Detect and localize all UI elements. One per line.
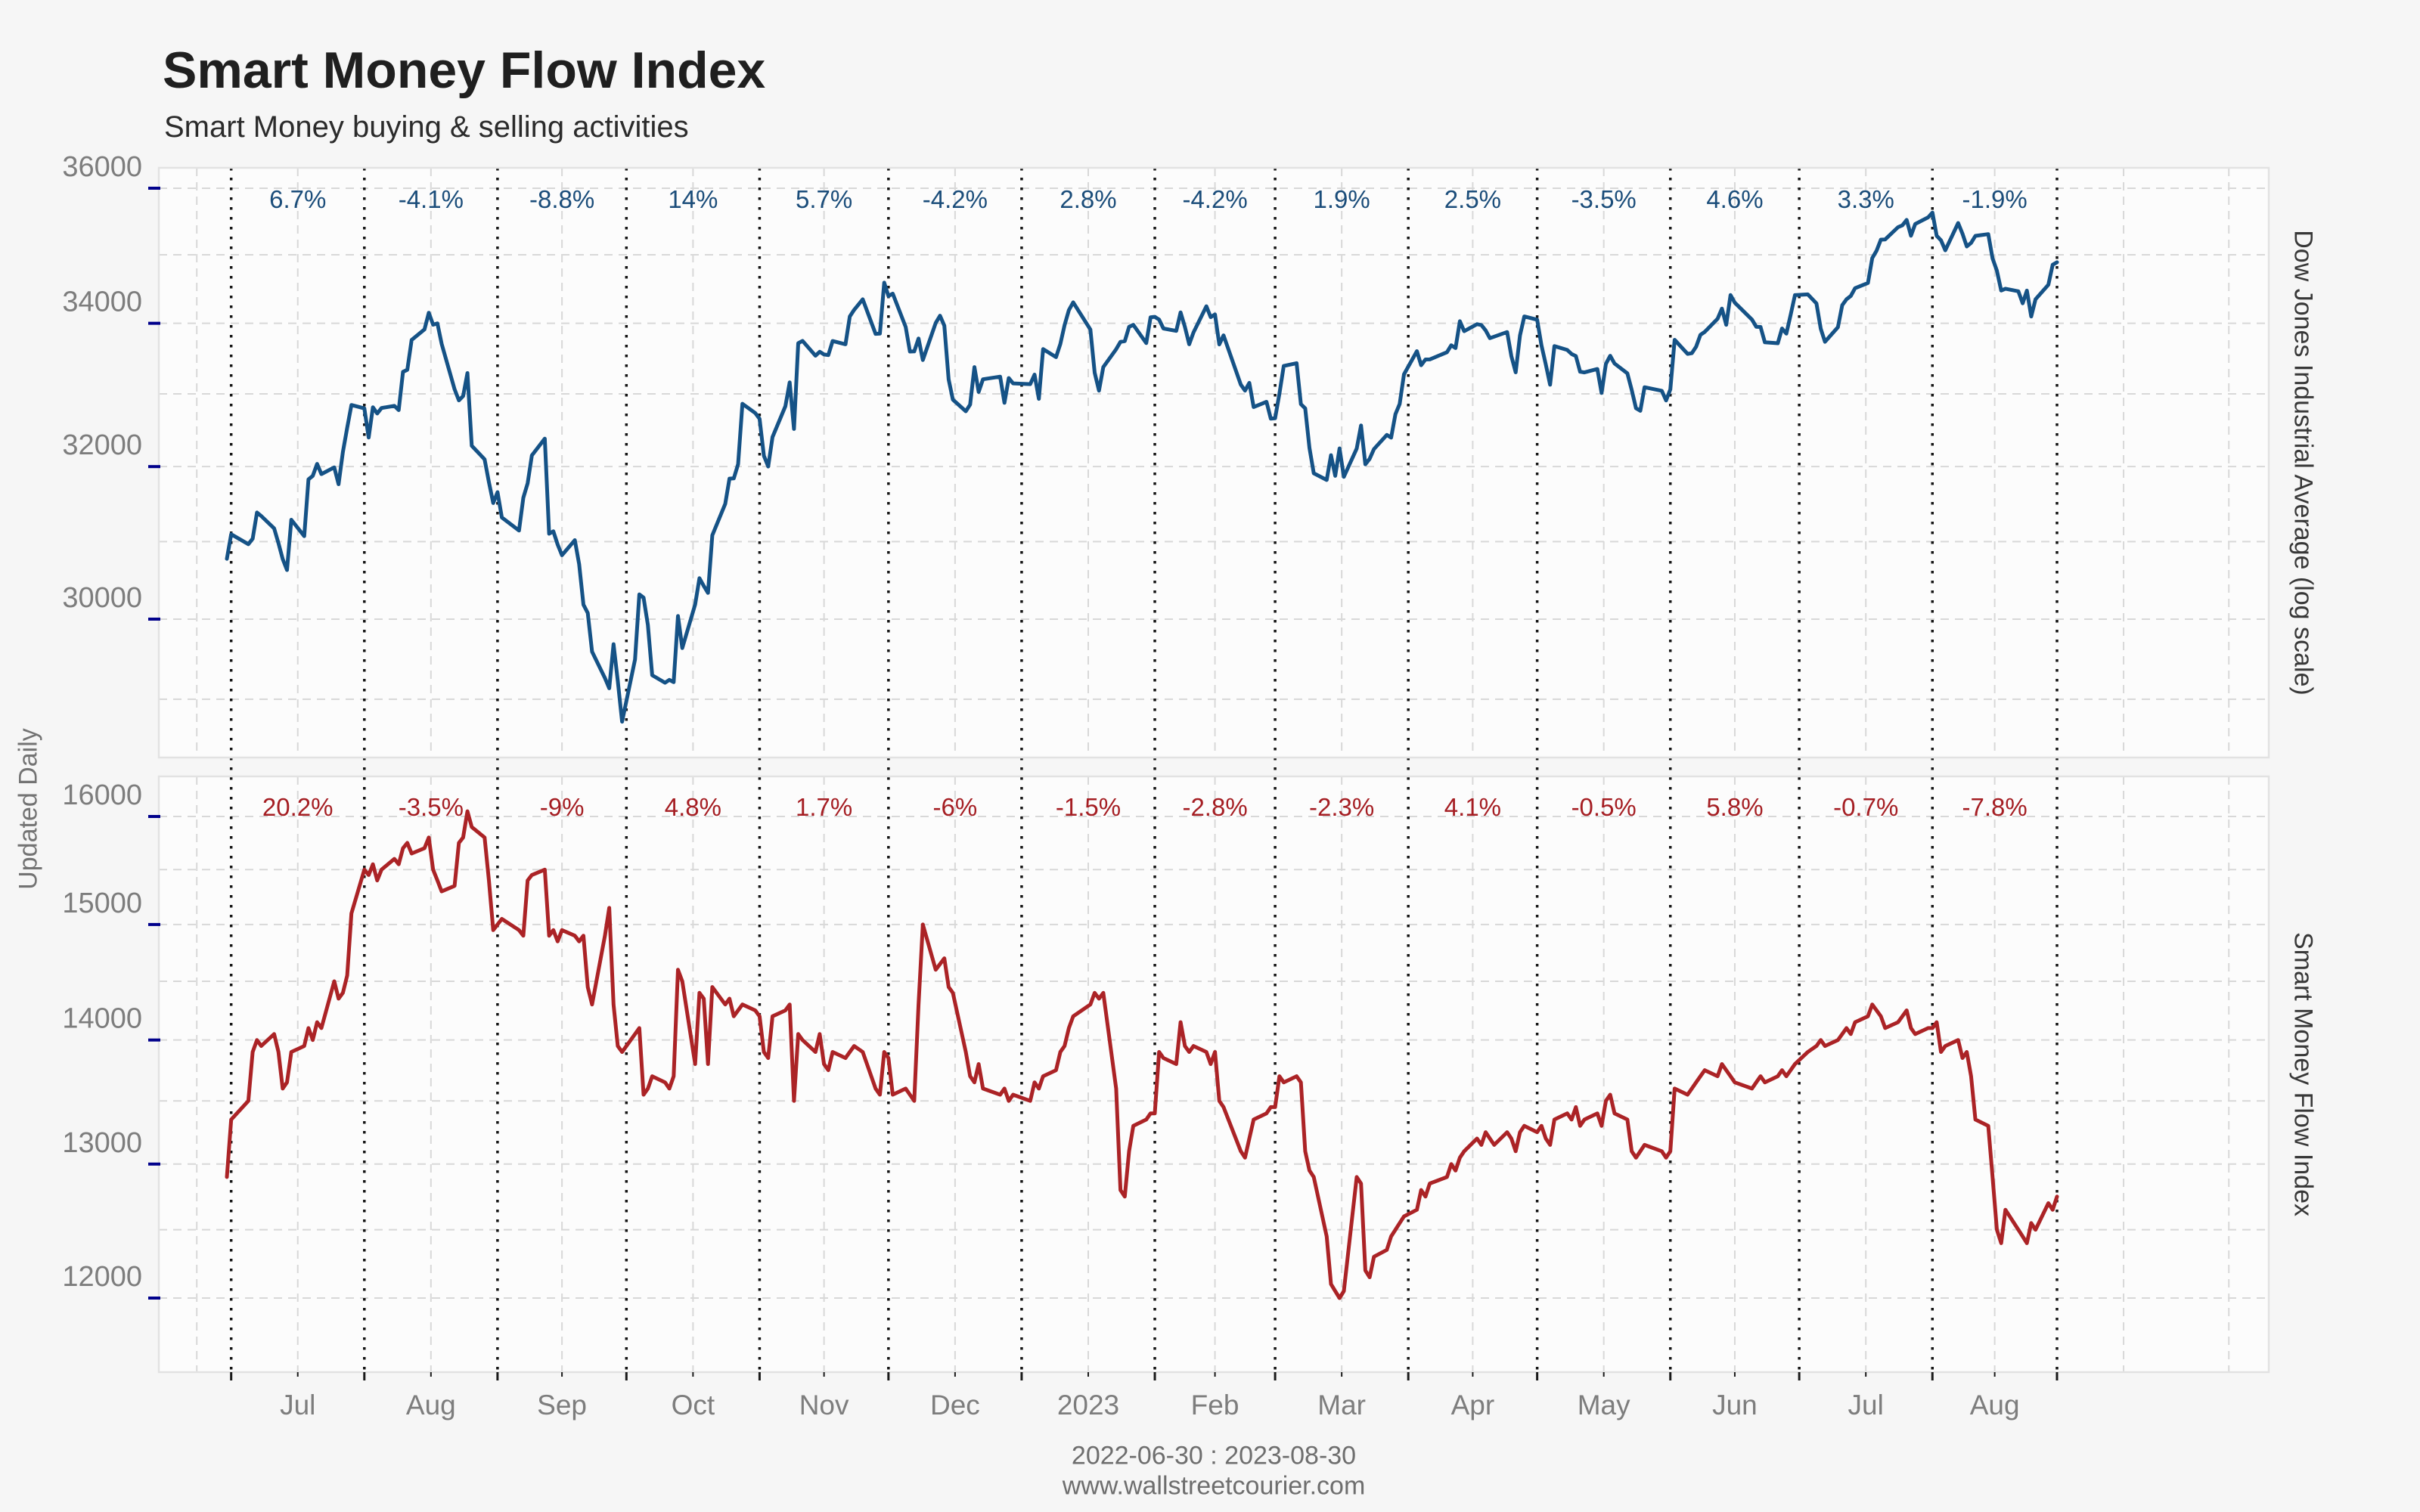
x-month-label: Oct xyxy=(671,1390,715,1421)
y-tick-label: 14000 xyxy=(62,1003,142,1035)
panel-bg-0 xyxy=(159,168,2269,758)
smfi-monthly-pct: -3.5% xyxy=(398,793,464,821)
x-month-label: Dec xyxy=(929,1390,980,1421)
right-axis-label-smfi: Smart Money Flow Index xyxy=(2288,931,2318,1217)
y-axis-panel-0: 36000 34000 32000 30000 xyxy=(62,151,160,621)
month-boundary-lines xyxy=(229,168,2059,1372)
y-tick-label: 12000 xyxy=(62,1261,142,1293)
y-tick-label: 13000 xyxy=(62,1127,142,1159)
djia-monthly-pct: 6.7% xyxy=(269,185,327,213)
djia-monthly-pct: 14% xyxy=(668,185,718,213)
djia-monthly-pct: -4.1% xyxy=(398,185,464,213)
x-month-label: Jun xyxy=(1712,1390,1758,1421)
djia-monthly-pct: 1.9% xyxy=(1313,185,1370,213)
smfi-monthly-pct: 4.8% xyxy=(664,793,721,821)
smfi-monthly-pct: 5.8% xyxy=(1706,793,1764,821)
smfi-monthly-pct: -9% xyxy=(539,793,585,821)
smfi-monthly-pct: -6% xyxy=(932,793,978,821)
smfi-monthly-pct: -0.7% xyxy=(1833,793,1899,821)
x-axis-ticks xyxy=(230,1372,2059,1380)
right-axis-label-djia: Dow Jones Industrial Average (log scale) xyxy=(2288,230,2318,696)
smfi-monthly-pct: -2.3% xyxy=(1309,793,1375,821)
x-month-label: Aug xyxy=(405,1390,456,1421)
page-title: Smart Money Flow Index xyxy=(163,42,766,99)
y-tick-label: 32000 xyxy=(62,429,142,461)
djia-monthly-pct: 3.3% xyxy=(1837,185,1894,213)
panel-border-1 xyxy=(157,775,2270,1374)
smfi-monthly-pct: -2.8% xyxy=(1182,793,1248,821)
djia-line xyxy=(225,210,2059,724)
left-axis-label: Updated Daily xyxy=(14,728,43,890)
x-month-label: Nov xyxy=(799,1390,849,1421)
y-tick-label: 15000 xyxy=(62,888,142,919)
djia-monthly-pct: -3.5% xyxy=(1571,185,1637,213)
gridlines-panel-0 xyxy=(159,168,2269,758)
djia-monthly-pct: -1.9% xyxy=(1962,185,2028,213)
x-month-label: Feb xyxy=(1190,1390,1239,1421)
y-tick-label: 34000 xyxy=(62,287,142,318)
panel-bg-1 xyxy=(159,776,2269,1372)
x-month-label: Jul xyxy=(280,1390,316,1421)
smfi-monthly-pct: -1.5% xyxy=(1055,793,1122,821)
smfi-monthly-pct: -0.5% xyxy=(1571,793,1637,821)
smfi-line xyxy=(225,809,2059,1300)
footer-date-range: 2022-06-30 : 2023-08-30 xyxy=(1071,1441,1357,1470)
x-month-label: Apr xyxy=(1450,1390,1495,1421)
djia-monthly-pct: 5.7% xyxy=(796,185,853,213)
footer-website: www.wallstreetcourier.com xyxy=(1062,1471,1366,1501)
djia-monthly-pct: -4.2% xyxy=(1182,185,1248,213)
smfi-monthly-pct: 4.1% xyxy=(1444,793,1502,821)
djia-monthly-pct: -4.2% xyxy=(922,185,988,213)
x-month-label: 2023 xyxy=(1056,1390,1120,1421)
djia-monthly-pct: 2.5% xyxy=(1444,185,1502,213)
y-tick-label: 36000 xyxy=(62,151,142,183)
x-month-label: Jul xyxy=(1848,1390,1884,1421)
y-axis-panel-1: 16000 15000 14000 13000 12000 xyxy=(62,779,160,1300)
y-tick-label: 16000 xyxy=(62,779,142,811)
smfi-monthly-pct: -7.8% xyxy=(1962,793,2028,821)
djia-monthly-pct: 2.8% xyxy=(1060,185,1117,213)
smfi-monthly-pct: 1.7% xyxy=(796,793,853,821)
djia-monthly-pct: -8.8% xyxy=(529,185,595,213)
x-month-label: May xyxy=(1577,1390,1630,1421)
x-month-label: Sep xyxy=(537,1390,588,1421)
gridlines-panel-1 xyxy=(159,776,2269,1372)
x-month-label: Mar xyxy=(1317,1390,1367,1421)
djia-monthly-pct: 4.6% xyxy=(1706,185,1764,213)
page-subtitle: Smart Money buying & selling activities xyxy=(164,110,689,144)
y-tick-label: 30000 xyxy=(62,582,142,614)
smfi-monthly-pct: 20.2% xyxy=(262,793,334,821)
x-month-label: Aug xyxy=(1969,1390,2020,1421)
panel-border-0 xyxy=(157,166,2270,759)
